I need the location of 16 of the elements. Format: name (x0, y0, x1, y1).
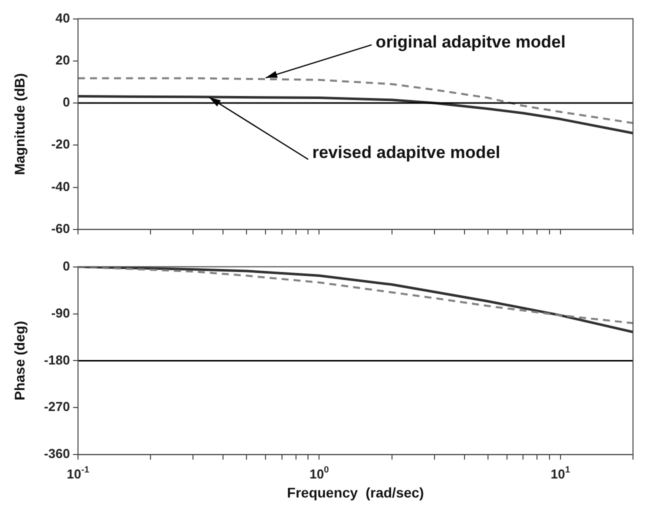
y-axis-title: Phase (deg) (11, 321, 28, 400)
y-tick-label: -180 (44, 352, 70, 368)
y-tick-label: 40 (56, 10, 70, 26)
y-tick-label: -40 (51, 178, 70, 194)
y-tick-label: 20 (56, 52, 70, 68)
y-tick-label: -270 (44, 399, 70, 414)
y-tick-label: 0 (62, 94, 70, 110)
annotation: revised adapitve model (312, 143, 500, 162)
x-axis-title: Frequency (rad/sec) (287, 484, 424, 500)
y-tick-label: 0 (62, 258, 70, 274)
y-tick-label: -90 (51, 305, 70, 320)
y-tick-label: -20 (51, 136, 70, 152)
y-axis-title: Magnitude (dB) (11, 73, 28, 176)
annotation: original adapitve model (376, 32, 566, 52)
y-tick-label: -360 (44, 446, 70, 462)
y-tick-label: -60 (51, 220, 70, 236)
